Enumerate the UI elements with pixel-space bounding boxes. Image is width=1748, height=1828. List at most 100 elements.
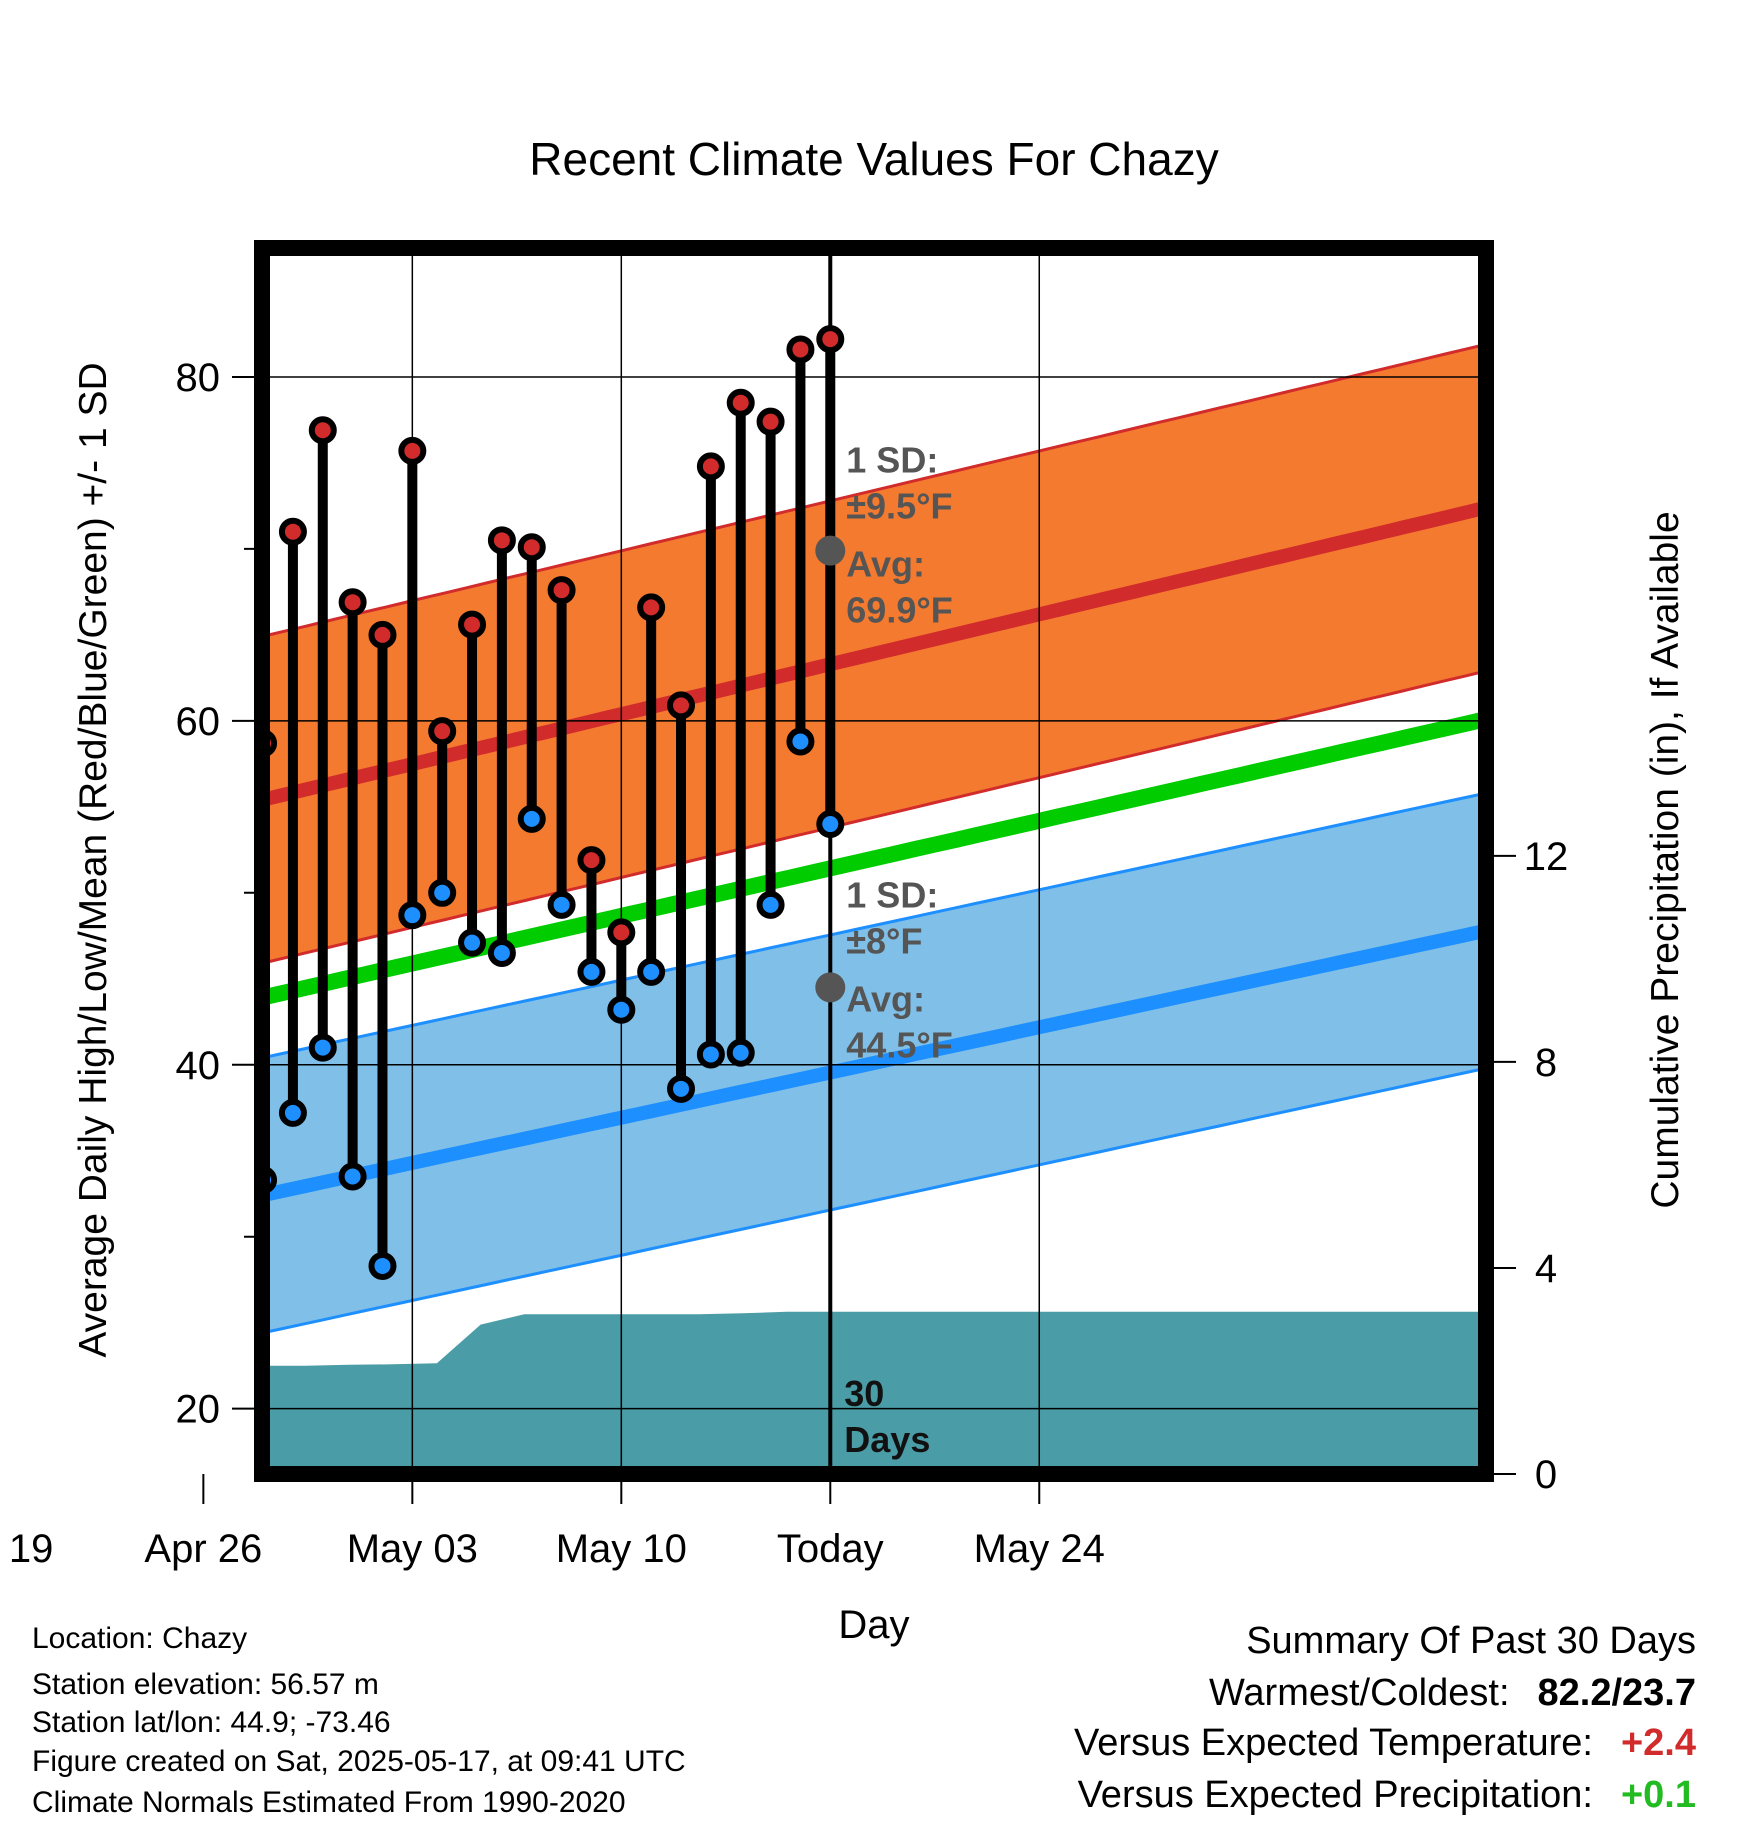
summary-heading: Summary Of Past 30 Days [1246, 1620, 1696, 1662]
daily-high-point [547, 576, 576, 605]
high-avg-label: Avg: [846, 544, 925, 585]
daily-low-point [0, 1334, 5, 1356]
y2-tick-label: 12 [1524, 835, 1569, 879]
daily-high-point [726, 388, 755, 417]
window-label-unit: Days [844, 1419, 930, 1460]
daily-high-point [696, 452, 725, 481]
daily-low-point [726, 1038, 755, 1067]
daily-low-point [13, 878, 35, 900]
daily-high-point [192, 645, 214, 667]
daily-high-point [0, 696, 5, 718]
high-avg-marker [815, 535, 846, 566]
daily-low-point [222, 945, 244, 967]
daily-high-point [816, 325, 845, 354]
daily-low-point [368, 1251, 397, 1280]
x-tick-label: May 03 [347, 1527, 478, 1571]
daily-high-point [43, 846, 65, 868]
y-axis-label: Average Daily High/Low/Mean (Red/Blue/Gr… [72, 362, 115, 1357]
y-tick-label: 40 [176, 1044, 221, 1088]
precip-area [262, 1311, 1486, 1474]
x-tick-label: Today [777, 1527, 884, 1571]
plot-area: 1 SD: ±9.5°F Avg: 69.9°F 1 SD: ±8°F Avg: 44.5°F… [0, 248, 1486, 1474]
high-avg-value: 69.9°F [846, 590, 952, 631]
daily-high-point [607, 918, 636, 947]
daily-low-point [696, 1040, 725, 1069]
daily-high-point [637, 593, 666, 622]
daily-low-point [428, 878, 457, 907]
daily-low-point [487, 938, 516, 967]
daily-low-point [308, 1033, 337, 1062]
warm-cold-value: 82.2/23.7 [1537, 1672, 1696, 1714]
low-sd-label: 1 SD: [846, 874, 938, 915]
temp-value: +2.4 [1620, 1722, 1696, 1764]
daily-high-point [398, 436, 427, 465]
x-axis-label: Day [838, 1603, 909, 1647]
low-avg-label: Avg: [846, 978, 925, 1019]
daily-low-point [756, 890, 785, 919]
daily-low-point [816, 810, 845, 839]
chart-title: Recent Climate Values For Chazy [529, 133, 1218, 185]
daily-low-point [338, 1162, 367, 1191]
plot-frame [254, 240, 1494, 1482]
x-tick-label: Apr 19 [0, 1527, 53, 1571]
warm-cold-label: Warmest/Coldest: [1208, 1672, 1510, 1714]
y-tick-label: 20 [176, 1388, 221, 1432]
summary-precip: Versus Expected Precipitation: +0.1 [1078, 1774, 1696, 1817]
daily-low-point [133, 1200, 155, 1222]
y2-tick-label: 8 [1535, 1041, 1557, 1085]
x-tick-label: May 24 [974, 1527, 1105, 1571]
axes: 20 40 60 80 0 4 8 12 Apr 19 Apr 26 May 03 May 10 Tod… [0, 240, 1569, 1571]
daily-high-point [428, 717, 457, 746]
daily-low-point [163, 1219, 185, 1241]
daily-high-point [278, 517, 307, 546]
daily-high-point [667, 691, 696, 720]
y-tick-label: 60 [176, 700, 221, 744]
low-normal-line [262, 923, 1486, 1203]
daily-high-point [577, 846, 606, 875]
y2-tick-label: 0 [1535, 1453, 1557, 1497]
y2-tick-label: 4 [1535, 1247, 1557, 1291]
daily-low-point [607, 995, 636, 1024]
summary-temp: Versus Expected Temperature: +2.4 [1074, 1722, 1696, 1765]
daily-high-point [458, 610, 487, 639]
daily-low-point [517, 804, 546, 833]
daily-high-point [222, 655, 244, 677]
daily-low-point [547, 890, 576, 919]
daily-low-point [458, 928, 487, 957]
y2-axis-label: Cumulative Precipitation (in), If Availa… [1644, 511, 1687, 1208]
daily-high-point [13, 541, 35, 563]
high-sd-label: 1 SD: [846, 440, 938, 481]
temp-label: Versus Expected Temperature: [1074, 1722, 1593, 1764]
y-tick-label: 80 [176, 356, 221, 400]
daily-low-point [278, 1098, 307, 1127]
daily-high-point [517, 533, 546, 562]
daily-high-point [756, 407, 785, 436]
info-elevation: Station elevation: 56.57 m [32, 1668, 379, 1701]
low-avg-marker [815, 972, 846, 1003]
daily-high-point [133, 691, 155, 713]
window-label-number: 30 [844, 1373, 884, 1414]
daily-high-point [786, 335, 815, 364]
high-sd-value: ±9.5°F [846, 486, 952, 527]
summary-warm-cold: Warmest/Coldest: 82.2/23.7 [1209, 1672, 1696, 1715]
daily-high-point [487, 526, 516, 555]
x-tick-label: May 10 [556, 1527, 687, 1571]
info-location: Location: Chazy [32, 1622, 248, 1655]
low-sd-value: ±8°F [846, 920, 922, 961]
daily-low-point [637, 957, 666, 986]
daily-low-point [667, 1074, 696, 1103]
info-normals: Climate Normals Estimated From 1990-2020 [32, 1786, 626, 1819]
daily-low-point [786, 727, 815, 756]
daily-high-point [338, 588, 367, 617]
precip-label: Versus Expected Precipitation: [1077, 1774, 1593, 1816]
daily-low-point [577, 957, 606, 986]
info-latlon: Station lat/lon: 44.9; -73.46 [32, 1706, 391, 1739]
high-normal-line [262, 500, 1486, 807]
daily-high-point [163, 589, 185, 611]
daily-high-point [308, 416, 337, 445]
daily-low-point [43, 1210, 65, 1232]
low-avg-value: 44.5°F [846, 1024, 952, 1065]
info-created: Figure created on Sat, 2025-05-17, at 09… [32, 1745, 686, 1778]
daily-high-point [368, 620, 397, 649]
